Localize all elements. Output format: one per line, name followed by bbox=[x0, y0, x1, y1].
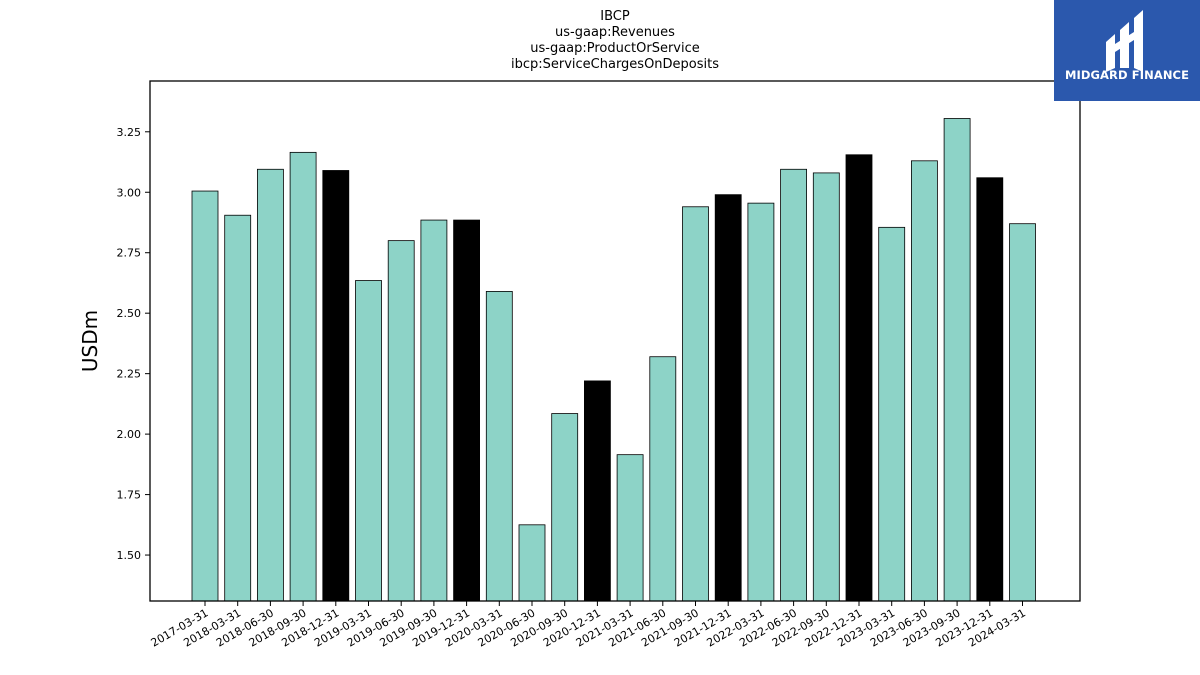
bar-2023-06-30 bbox=[911, 160, 938, 602]
title-line-1: IBCP bbox=[600, 9, 630, 24]
bar-2021-09-30 bbox=[682, 206, 709, 602]
y-tick-label-2.25: 2.25 bbox=[117, 368, 142, 381]
bar-2022-12-31 bbox=[845, 154, 873, 602]
plot-frame bbox=[149, 80, 1081, 602]
bar-2018-03-31 bbox=[224, 214, 252, 602]
bar-2023-09-30 bbox=[943, 118, 971, 602]
bar-2024-03-31 bbox=[1009, 223, 1036, 602]
bars bbox=[191, 118, 1036, 602]
y-axis: 1.50 1.75 2.00 2.25 2.50 2.75 3.00 3.25 bbox=[117, 126, 150, 562]
bar-2018-09-30 bbox=[289, 151, 317, 602]
y-tick-label-2.75: 2.75 bbox=[117, 247, 142, 260]
bar-2019-06-30 bbox=[387, 240, 415, 602]
bar-2017-03-31 bbox=[191, 190, 219, 602]
bar-2021-03-31 bbox=[616, 454, 644, 602]
title-line-4: ibcp:ServiceChargesOnDeposits bbox=[511, 57, 719, 72]
bar-2020-03-31 bbox=[485, 291, 513, 602]
bar-2020-06-30 bbox=[518, 524, 546, 602]
bar-2019-03-31 bbox=[355, 280, 382, 602]
y-tick-label-3.25: 3.25 bbox=[117, 126, 142, 139]
title-line-3: us-gaap:ProductOrService bbox=[530, 41, 700, 56]
y-tick-label-2.00: 2.00 bbox=[117, 428, 142, 441]
bar-2022-03-31 bbox=[747, 202, 775, 602]
logo-text: MIDGARD FINANCE bbox=[1064, 68, 1190, 82]
bar-2018-12-31 bbox=[322, 170, 350, 602]
bar-2020-09-30 bbox=[551, 413, 579, 602]
chart-title: IBCP us-gaap:Revenues us-gaap:ProductOrS… bbox=[511, 9, 719, 72]
bar-2023-12-31 bbox=[976, 177, 1004, 602]
bar-2022-09-30 bbox=[812, 172, 840, 602]
bar-2018-06-30 bbox=[256, 168, 284, 602]
midgard-finance-logo: MIDGARD FINANCE bbox=[1054, 0, 1200, 101]
bar-2019-12-31 bbox=[453, 219, 481, 602]
bar-2022-06-30 bbox=[780, 168, 807, 602]
bar-2023-03-31 bbox=[878, 226, 906, 602]
bar-2020-12-31 bbox=[584, 380, 611, 602]
y-tick-label-3.00: 3.00 bbox=[117, 186, 142, 199]
bar-2021-12-31 bbox=[714, 194, 742, 602]
title-line-2: us-gaap:Revenues bbox=[555, 25, 675, 40]
x-axis: 2017-03-312018-03-312018-06-302018-09-30… bbox=[149, 601, 1028, 650]
y-tick-label-1.50: 1.50 bbox=[117, 549, 142, 562]
y-tick-label-2.50: 2.50 bbox=[117, 307, 142, 320]
y-tick-label-1.75: 1.75 bbox=[117, 489, 142, 502]
bar-2021-06-30 bbox=[649, 356, 677, 602]
bar-2019-09-30 bbox=[420, 219, 448, 602]
y-axis-label: USDm bbox=[78, 310, 102, 372]
midgard-mark-icon bbox=[1106, 10, 1143, 72]
